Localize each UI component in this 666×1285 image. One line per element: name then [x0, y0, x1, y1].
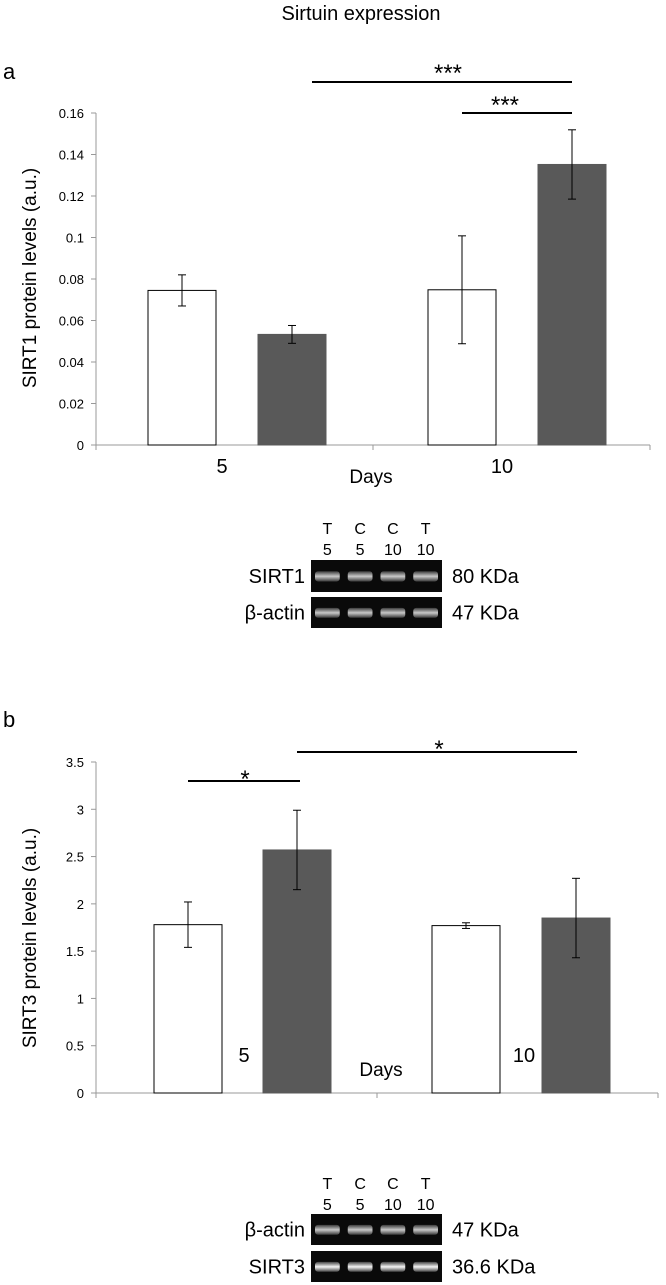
chart-a-xlabel: Days: [349, 467, 392, 488]
y-tick-label: 0.1: [66, 231, 84, 246]
y-tick-label: 0.16: [59, 106, 84, 121]
blot-band: [413, 1261, 438, 1272]
bar-dark-day-10: [537, 163, 607, 446]
y-tick-label: 0.06: [59, 314, 84, 329]
bar-dark-day-5: [262, 849, 332, 1094]
x-category-label: 10: [491, 456, 513, 478]
blot-band: [347, 1224, 373, 1235]
x-category-label: 5: [238, 1045, 249, 1067]
chart-b: 0 0.5 1 1.5 2 2.5 3 3.5 5 10 * *: [66, 736, 659, 1101]
blot-size-label: 47 KDa: [452, 603, 520, 625]
y-tick-label: 0.5: [66, 1039, 84, 1054]
significance-marker: *: [240, 766, 249, 793]
y-tick-label: 1: [77, 991, 84, 1006]
western-blot-a: T 5 C 5 C 10 T 10 SIRT1 80 KDa β-actin 47 KDa: [245, 521, 520, 628]
lane-label-group: T: [322, 521, 332, 538]
bar-dark-day-5: [257, 333, 327, 446]
blot-band: [380, 607, 406, 618]
lane-label-group: C: [354, 521, 366, 538]
blot-band: [315, 607, 340, 618]
blot-band: [347, 571, 373, 582]
blot-size-label: 47 KDa: [452, 1220, 520, 1242]
chart-a: 0 0.02 0.04 0.06 0.08 0.1 0.12 0.14 0.16 5 10 *** **…: [59, 60, 651, 478]
panel-b-letter: b: [3, 707, 15, 732]
lane-label-group: C: [354, 1176, 366, 1193]
bar-white-day-5: [153, 924, 223, 1094]
blot-protein-label: SIRT1: [249, 566, 305, 588]
blot-band: [380, 571, 406, 582]
lane-label-day: 5: [323, 1197, 332, 1214]
y-tick-label: 2: [77, 897, 84, 912]
y-tick-label: 0: [77, 438, 84, 453]
lane-label-group: T: [421, 1176, 431, 1193]
blot-band: [413, 571, 438, 582]
lane-label-day: 10: [384, 542, 402, 559]
x-category-label: 5: [216, 456, 227, 478]
chart-a-ylabel: SIRT1 protein levels (a.u.): [20, 168, 41, 388]
blot-band: [347, 1261, 373, 1272]
blot-band: [380, 1224, 406, 1235]
y-tick-label: 3.5: [66, 755, 84, 770]
lane-label-day: 10: [417, 1197, 435, 1214]
blot-protein-label: SIRT3: [249, 1257, 305, 1279]
bar-white-day-10: [431, 925, 501, 1094]
lane-label-day: 5: [323, 542, 332, 559]
y-tick-label: 0.14: [59, 148, 84, 163]
y-tick-label: 0.12: [59, 189, 84, 204]
chart-b-xlabel: Days: [359, 1060, 402, 1081]
blot-band: [413, 607, 438, 618]
blot-band: [347, 607, 373, 618]
blot-protein-label: β-actin: [245, 603, 305, 625]
blot-band: [380, 1261, 406, 1272]
panel-a-letter: a: [3, 59, 16, 84]
y-tick-label: 0.04: [59, 355, 84, 370]
blot-size-label: 36.6 KDa: [452, 1257, 536, 1279]
x-category-label: 10: [513, 1045, 535, 1067]
y-tick-label: 3: [77, 802, 84, 817]
western-blot-b: T 5 C 5 C 10 T 10 β-actin 47 KDa SIRT3 36.6 KDa: [245, 1176, 536, 1282]
lane-label-day: 10: [417, 542, 435, 559]
blot-band: [315, 1261, 340, 1272]
lane-label-group: T: [322, 1176, 332, 1193]
lane-label-day: 5: [356, 1197, 365, 1214]
significance-marker: *: [434, 736, 443, 763]
bar-white-day-5: [147, 289, 217, 446]
figure-title: Sirtuin expression: [282, 3, 441, 25]
y-tick-label: 2.5: [66, 850, 84, 865]
blot-band: [315, 1224, 340, 1235]
blot-band: [413, 1224, 438, 1235]
lane-label-group: T: [421, 521, 431, 538]
lane-label-day: 10: [384, 1197, 402, 1214]
chart-b-ylabel: SIRT3 protein levels (a.u.): [20, 828, 41, 1048]
lane-label-group: C: [387, 1176, 399, 1193]
blot-band: [315, 571, 340, 582]
blot-protein-label: β-actin: [245, 1220, 305, 1242]
lane-label-group: C: [387, 521, 399, 538]
blot-size-label: 80 KDa: [452, 566, 520, 588]
significance-marker: ***: [491, 92, 519, 119]
significance-marker: ***: [434, 60, 462, 87]
y-tick-label: 0: [77, 1086, 84, 1101]
y-tick-label: 0.02: [59, 397, 84, 412]
y-tick-label: 0.08: [59, 272, 84, 287]
lane-label-day: 5: [356, 542, 365, 559]
y-tick-label: 1.5: [66, 944, 84, 959]
